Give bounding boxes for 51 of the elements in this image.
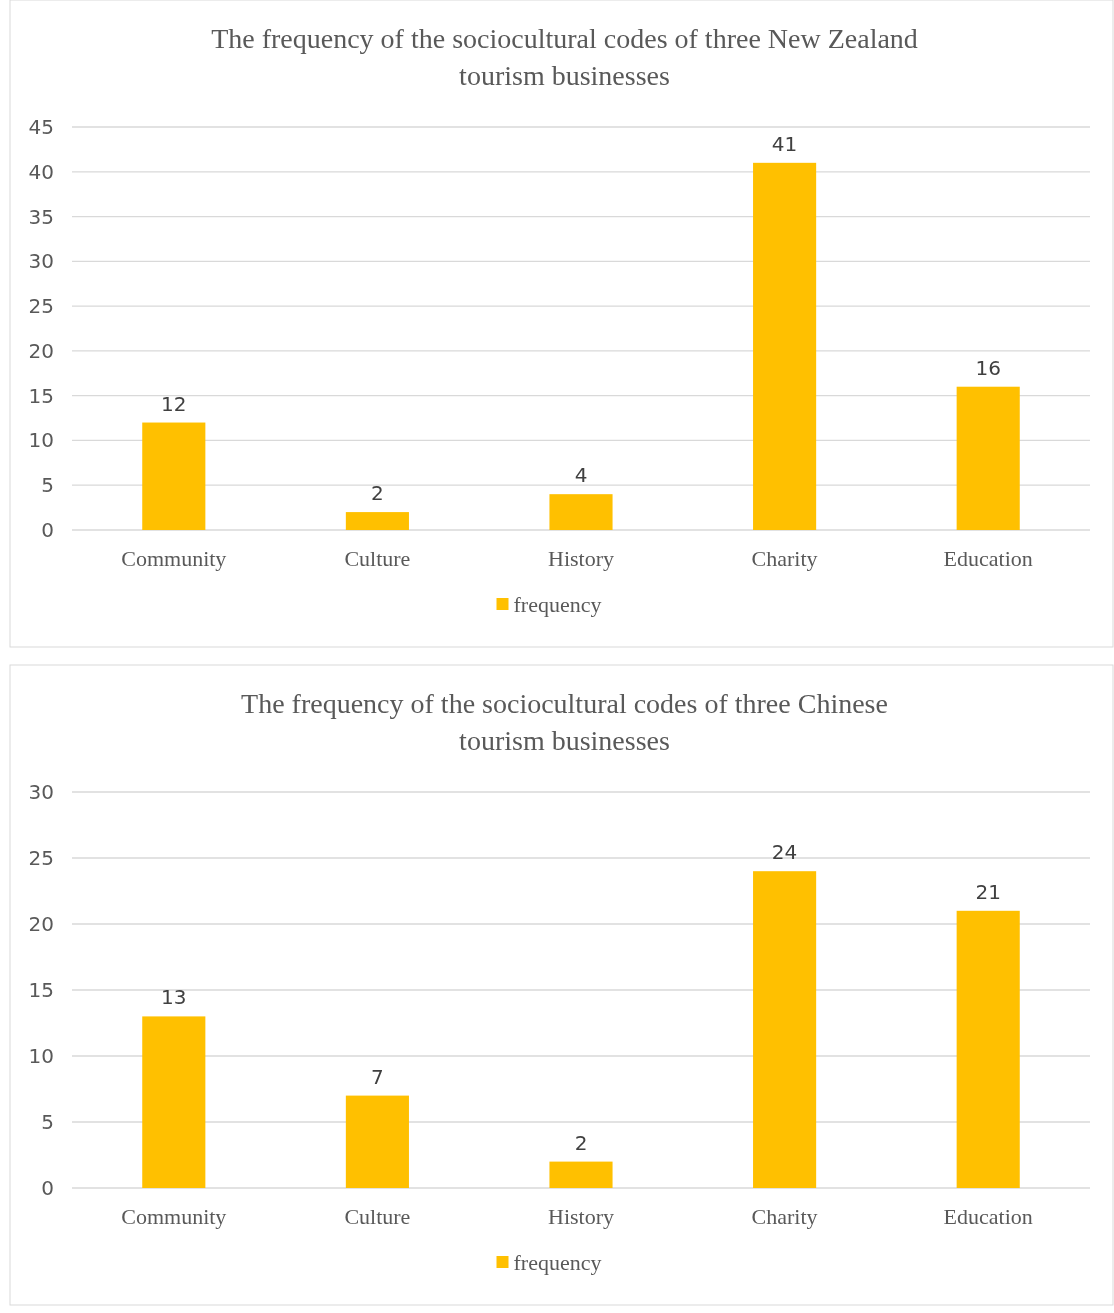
x-tick-label: Community bbox=[121, 546, 227, 571]
legend-label: frequency bbox=[513, 1250, 602, 1276]
x-tick-label: History bbox=[548, 1204, 614, 1229]
bar bbox=[549, 494, 613, 530]
y-tick-label: 25 bbox=[28, 846, 54, 870]
data-label: 7 bbox=[371, 1064, 384, 1089]
y-tick-label: 10 bbox=[28, 1044, 54, 1068]
data-label: 4 bbox=[574, 463, 588, 488]
data-label: 2 bbox=[574, 1130, 588, 1155]
y-tick-label: 45 bbox=[28, 115, 54, 139]
y-tick-label: 5 bbox=[41, 473, 54, 498]
x-tick-label: Charity bbox=[751, 546, 818, 571]
data-label: 2 bbox=[371, 481, 384, 506]
bar bbox=[753, 871, 817, 1188]
chart-title: The frequency of the sociocultural codes of three New Zealand tourism businesses bbox=[211, 23, 918, 91]
bar bbox=[345, 512, 409, 530]
y-tick-label: 25 bbox=[28, 294, 54, 319]
data-label: 21 bbox=[975, 879, 1001, 904]
y-tick-label: 0 bbox=[41, 518, 54, 542]
y-tick-label: 40 bbox=[28, 159, 54, 184]
x-tick-label: Education bbox=[943, 1204, 1033, 1229]
bar bbox=[345, 1095, 409, 1188]
x-tick-label: History bbox=[548, 546, 614, 571]
data-label: 24 bbox=[771, 840, 798, 865]
x-tick-label: Culture bbox=[344, 546, 411, 571]
y-tick-label: 15 bbox=[28, 383, 54, 408]
bar bbox=[956, 386, 1020, 530]
data-label: 12 bbox=[161, 391, 187, 416]
bar bbox=[549, 1161, 613, 1188]
y-tick-label: 35 bbox=[28, 204, 54, 229]
bar bbox=[142, 422, 206, 530]
legend-label: frequency bbox=[513, 592, 602, 618]
x-tick-label: Education bbox=[943, 546, 1033, 571]
x-tick-label: Community bbox=[121, 1204, 227, 1229]
y-tick-label: 30 bbox=[28, 249, 54, 274]
y-tick-label: 10 bbox=[28, 428, 54, 453]
bar bbox=[753, 162, 817, 530]
data-label: 16 bbox=[975, 355, 1001, 380]
data-label: 41 bbox=[771, 131, 798, 156]
x-tick-label: Culture bbox=[344, 1204, 411, 1229]
y-tick-label: 20 bbox=[28, 912, 54, 936]
y-tick-label: 5 bbox=[41, 1110, 54, 1134]
y-tick-label: 15 bbox=[28, 978, 54, 1002]
x-tick-label: Charity bbox=[751, 1204, 818, 1229]
bar bbox=[956, 910, 1020, 1188]
bar bbox=[142, 1016, 206, 1188]
data-label: 13 bbox=[161, 985, 187, 1010]
chart-title: The frequency of the sociocultural codes of three Chinese tourism businesses bbox=[241, 688, 888, 756]
y-tick-label: 0 bbox=[41, 1176, 54, 1200]
y-tick-label: 20 bbox=[28, 338, 54, 363]
y-tick-label: 30 bbox=[28, 780, 54, 804]
